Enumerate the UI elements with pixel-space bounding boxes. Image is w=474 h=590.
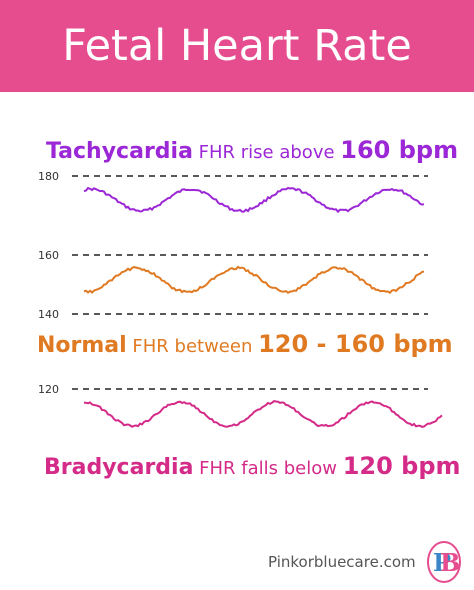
- bradycardia-desc: FHR falls below: [193, 458, 343, 479]
- reference-label-160: 160: [38, 249, 59, 262]
- normal-trace: [83, 265, 425, 295]
- normal-desc: FHR between: [126, 336, 259, 357]
- website-link[interactable]: Pinkorbluecare.com: [268, 553, 416, 571]
- tachycardia-value: 160 bpm: [340, 136, 459, 164]
- title-banner: [0, 0, 474, 92]
- page-title: Fetal Heart Rate: [62, 21, 412, 71]
- reference-label-120: 120: [38, 383, 59, 396]
- bradycardia-term: Bradycardia: [44, 455, 194, 480]
- bradycardia-value: 120 bpm: [342, 452, 461, 480]
- tachycardia-desc: FHR rise above: [192, 142, 341, 163]
- logo-letter-b: B: [440, 548, 460, 577]
- tachycardia-label: Tachycardia FHR rise above 160 bpm: [46, 136, 458, 164]
- logo-ring: [427, 541, 461, 583]
- normal-term: Normal: [37, 333, 127, 358]
- logo-letter-p: P: [433, 548, 451, 577]
- pinkorblue-logo: P B: [427, 541, 461, 583]
- normal-value: 120 - 160 bpm: [258, 330, 453, 358]
- tachycardia-term: Tachycardia: [46, 139, 193, 164]
- bradycardia-label: Bradycardia FHR falls below 120 bpm: [44, 452, 461, 480]
- tachycardia-trace: [83, 186, 425, 214]
- normal-label: Normal FHR between 120 - 160 bpm: [37, 330, 453, 358]
- bradycardia-trace: [83, 400, 443, 428]
- reference-label-140: 140: [38, 308, 59, 321]
- reference-label-180: 180: [38, 170, 59, 183]
